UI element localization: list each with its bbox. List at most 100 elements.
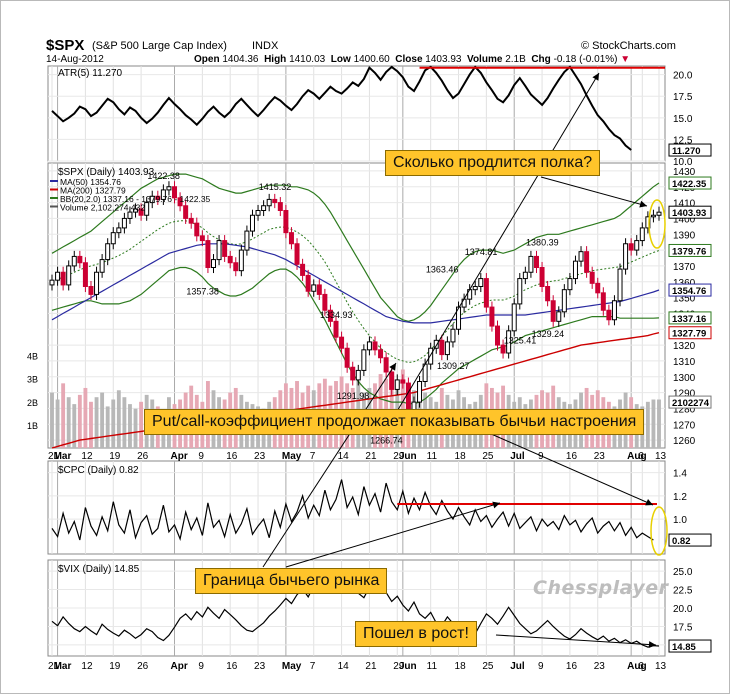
legend-swatch	[50, 180, 58, 182]
candle-body	[205, 240, 211, 268]
price-annotation: 1380.39	[526, 237, 559, 247]
brand: © StockCharts.com	[581, 40, 676, 52]
candle-body	[55, 271, 61, 281]
x-axis-label: 13	[655, 451, 667, 462]
low-label: Low	[330, 54, 351, 65]
candle-body	[483, 278, 489, 308]
volume-tick-label: 3B	[27, 375, 38, 385]
vix-title: $VIX (Daily) 14.85	[58, 564, 140, 575]
price-right-tag-box	[668, 326, 712, 340]
arrowhead-icon	[645, 498, 653, 506]
candle-body	[261, 205, 267, 211]
x-axis-label: 25	[482, 661, 494, 672]
arrowhead-icon	[389, 363, 396, 371]
x-axis-label: 21	[48, 451, 60, 462]
candle-body	[528, 255, 534, 273]
candle-body	[578, 251, 584, 262]
candle-body	[500, 344, 506, 354]
cpc-tick-label: 1.0	[673, 515, 687, 526]
cpc-title: $CPC (Daily) 0.82	[58, 465, 139, 476]
candle-body	[121, 217, 127, 229]
candle-body	[595, 282, 601, 294]
candle-body	[300, 263, 306, 276]
annotation-arrow	[488, 432, 654, 506]
candle-body	[277, 202, 283, 211]
x-axis-label: 21	[365, 661, 377, 672]
open-value: 1404.36	[222, 54, 259, 65]
exchange: INDX	[252, 40, 279, 52]
candle-body	[522, 271, 528, 280]
bb-upper-line	[51, 173, 660, 322]
price-tick-label: 1310	[673, 357, 696, 368]
price-legend-item: Volume 2,102,274,432	[60, 203, 145, 213]
atr-last-tag-box	[668, 143, 712, 157]
down-arrow-icon: ▼	[620, 54, 631, 65]
volume-bar	[133, 408, 138, 448]
candle-body	[133, 208, 139, 213]
x-axis-label: 16	[566, 451, 578, 462]
candle-body	[389, 371, 395, 390]
volume-bar	[657, 399, 661, 448]
x-axis-label: 23	[594, 661, 606, 672]
candle-body	[444, 341, 450, 356]
volume-bar	[89, 401, 93, 448]
candle-body	[533, 255, 539, 269]
candle-body	[606, 309, 612, 321]
candle-body	[210, 259, 216, 269]
candle-body	[216, 240, 222, 261]
candle-body	[372, 341, 378, 351]
price-tick-label: 1360	[673, 278, 696, 289]
x-axis-label: 18	[455, 661, 467, 672]
atr-line	[51, 65, 632, 151]
symbol: $SPX	[46, 37, 85, 54]
low-value: 1400.60	[353, 54, 390, 65]
candle-body	[244, 230, 250, 251]
price-right-tag: 1327.79	[672, 329, 706, 340]
x-axis-label: 9	[198, 661, 204, 672]
volume-value: 2.1B	[505, 54, 526, 65]
price-annotation: 1291.98	[337, 391, 370, 401]
atr-tick-label: 20.0	[673, 71, 693, 82]
candle-body	[645, 216, 651, 229]
cpc-tick-label: 1.4	[673, 469, 687, 480]
candle-body	[344, 347, 350, 368]
candle-body	[127, 211, 133, 219]
arrowhead-icon	[639, 200, 647, 208]
x-axis-label: Aug	[627, 451, 646, 462]
volume-bar	[651, 399, 656, 448]
volume-bar	[111, 399, 116, 448]
price-right-tag-box	[668, 205, 712, 219]
volume-bar	[105, 406, 110, 448]
x-axis-label: 14	[338, 661, 350, 672]
candle-body	[472, 286, 478, 291]
price-right-tag-box	[668, 283, 712, 297]
vix-tick-label: 20.0	[673, 604, 693, 615]
volume-right-tag: 2102274	[672, 398, 710, 409]
callout-putcall: Put/call-коэффициент продолжает показыва…	[144, 409, 645, 435]
x-axis-label: 12	[81, 451, 93, 462]
cpc-last-tag-box	[668, 533, 712, 547]
x-axis-label: 9	[538, 451, 544, 462]
x-axis-label: May	[282, 661, 302, 672]
candle-body	[361, 349, 367, 371]
candle-body	[489, 306, 495, 327]
price-right-tag-box	[668, 243, 712, 257]
x-axis-label: 19	[109, 661, 121, 672]
candle-body	[266, 198, 272, 207]
price-annotation: 1422.38	[147, 171, 180, 181]
candle-body	[160, 189, 166, 200]
candle-body	[110, 232, 116, 245]
candle-body	[255, 210, 261, 216]
candle-body	[82, 262, 88, 287]
vix-tick-label: 22.5	[673, 586, 693, 597]
candle-body	[417, 381, 423, 403]
candle-body	[611, 300, 617, 321]
candle-body	[99, 259, 105, 273]
atr-tick-label: 12.5	[673, 135, 693, 146]
price-title: $SPX (Daily) 1403.93	[58, 167, 155, 178]
arrowhead-icon	[592, 73, 599, 81]
volume-bar	[83, 387, 88, 448]
price-right-tag-box	[668, 176, 712, 190]
candle-body	[227, 255, 233, 264]
